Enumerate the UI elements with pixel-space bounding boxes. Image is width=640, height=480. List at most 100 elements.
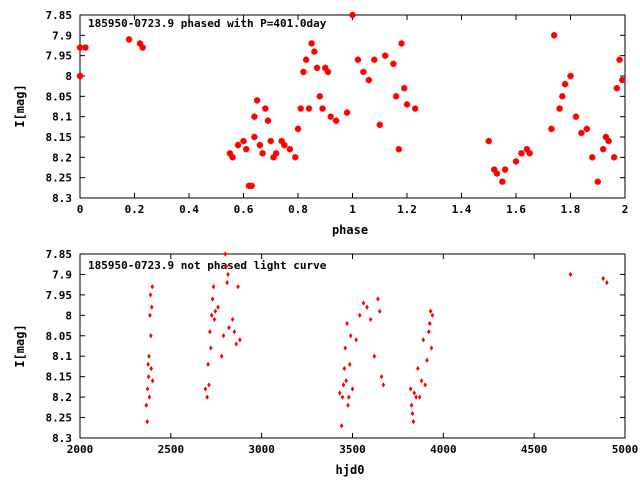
unphased-y-tick-label: 8.05 (46, 330, 73, 343)
phased-data-point (572, 113, 580, 120)
unphased-data-point (345, 320, 349, 327)
phased-data-point (493, 170, 501, 177)
phased-data-point (251, 113, 258, 120)
unphased-data-point (226, 271, 230, 278)
phased-data-point (311, 48, 318, 55)
phased-data-point (292, 154, 299, 161)
phased-data-point (390, 60, 397, 67)
unphased-data-point (209, 312, 214, 318)
phased-data-point (550, 32, 558, 39)
unphased-data-point (568, 271, 573, 278)
unphased-data-point (354, 337, 358, 343)
phased-x-tick-label: 0.4 (179, 203, 199, 216)
unphased-data-point (376, 296, 380, 302)
unphased-data-point (221, 333, 226, 339)
phased-data-point (139, 44, 146, 51)
unphased-x-tick-label: 3500 (339, 443, 366, 456)
unphased-plot-title: 185950-0723.9 not phased light curve (88, 259, 327, 272)
unphased-data-point (417, 394, 422, 400)
unphased-data-point (428, 308, 433, 314)
phased-data-point (371, 56, 378, 63)
unphased-data-point (203, 386, 208, 392)
phased-data-point (499, 178, 506, 185)
phased-data-point (559, 93, 566, 100)
unphased-data-point (208, 329, 212, 335)
unphased-data-point (234, 341, 239, 347)
unphased-data-point (146, 361, 150, 367)
phased-data-point (485, 137, 492, 145)
phased-x-tick-label: 2 (622, 203, 629, 216)
phased-y-tick-label: 8.2 (52, 151, 72, 164)
unphased-data-point (372, 353, 377, 359)
unphased-data-point (427, 329, 431, 335)
phased-data-point (226, 150, 234, 157)
phased-data-point (491, 166, 498, 173)
phased-data-point (286, 146, 294, 153)
unphased-data-point (601, 275, 605, 282)
phased-y-tick-label: 8.25 (46, 172, 73, 185)
unphased-data-point (147, 394, 152, 400)
unphased-data-point (227, 325, 231, 331)
unphased-y-tick-label: 8.1 (52, 350, 72, 363)
unphased-data-point (605, 280, 609, 286)
phased-data-point (556, 105, 563, 112)
unphased-data-point (347, 361, 352, 367)
unphased-y-tick-label: 7.95 (46, 289, 73, 302)
unphased-y-tick-label: 8.25 (46, 412, 73, 425)
unphased-data-point (341, 382, 346, 388)
phased-x-axis-label: phase (332, 223, 368, 237)
phased-y-tick-label: 8.05 (46, 90, 73, 103)
unphased-y-axis-label: I[mag] (13, 324, 27, 367)
phased-data-point (256, 141, 264, 149)
unphased-data-point (344, 378, 348, 384)
phased-x-tick-label: 0.2 (125, 203, 145, 216)
phased-data-point (302, 56, 310, 63)
phased-data-point (82, 44, 89, 51)
phased-data-point (512, 158, 520, 165)
phased-data-point (308, 40, 315, 47)
phased-x-tick-label: 0.8 (288, 203, 308, 216)
unphased-data-point (379, 374, 384, 380)
phased-data-point (240, 137, 247, 145)
phased-plot-title: 185950-0723.9 phased with P=401.0day (88, 17, 327, 30)
phased-data-point (376, 121, 383, 128)
phased-data-point (395, 146, 403, 153)
phased-plot-frame (79, 14, 626, 199)
unphased-data-point (149, 365, 154, 372)
phased-data-point (267, 137, 274, 145)
phased-data-point (136, 40, 144, 47)
unphased-data-point (425, 357, 429, 363)
phased-data-point (248, 182, 255, 189)
unphased-y-tick-label: 8 (65, 309, 72, 322)
phased-data-point (411, 105, 419, 112)
unphased-data-point (340, 394, 345, 400)
phased-panel: 185950-0723.9 phased with P=401.0day 0 0.… (13, 9, 628, 237)
unphased-data-point (216, 304, 220, 310)
unphased-data-point (212, 316, 217, 323)
unphased-x-tick-label: 4000 (430, 443, 457, 456)
phased-x-tick-label: 1.4 (452, 203, 472, 216)
phased-data-point (273, 150, 280, 157)
unphased-data-point (210, 296, 215, 302)
phased-data-point (316, 93, 323, 100)
unphased-data-point (347, 394, 351, 400)
phased-data-point (322, 64, 329, 72)
unphased-data-point (368, 316, 373, 323)
unphased-data-point (409, 402, 414, 408)
unphased-data-point (429, 345, 434, 351)
unphased-data-point (410, 410, 415, 417)
phased-x-tick-label: 1.8 (561, 203, 581, 216)
unphased-data-point (206, 361, 210, 367)
phased-data-point (332, 117, 340, 124)
phased-x-tick-label: 1.6 (506, 203, 526, 216)
unphased-data-point (381, 382, 386, 388)
unphased-plot-frame (79, 253, 626, 439)
unphased-data-point (343, 345, 348, 351)
phased-data-point (501, 166, 509, 173)
phased-data-point (392, 93, 400, 100)
phased-data-point (401, 85, 408, 92)
phased-data-point (300, 68, 307, 76)
unphased-data-point (147, 353, 151, 359)
phased-data-point (605, 137, 612, 145)
phased-x-tick-label: 1.2 (397, 203, 417, 216)
